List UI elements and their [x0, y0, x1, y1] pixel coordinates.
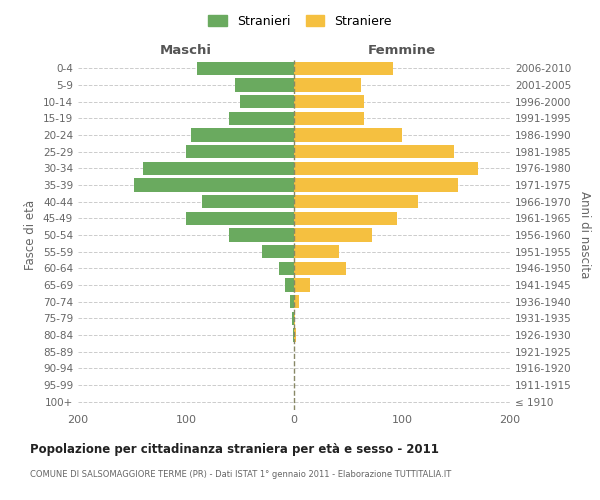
- Text: Popolazione per cittadinanza straniera per età e sesso - 2011: Popolazione per cittadinanza straniera p…: [30, 442, 439, 456]
- Y-axis label: Anni di nascita: Anni di nascita: [578, 192, 591, 278]
- Bar: [262, 245, 294, 258]
- Bar: [290, 295, 294, 308]
- Bar: [294, 312, 295, 325]
- Bar: [294, 145, 454, 158]
- Bar: [240, 95, 294, 108]
- Bar: [292, 312, 294, 325]
- Bar: [294, 262, 346, 275]
- Bar: [197, 62, 294, 75]
- Bar: [191, 128, 294, 141]
- Y-axis label: Fasce di età: Fasce di età: [25, 200, 37, 270]
- Text: COMUNE DI SALSOMAGGIORE TERME (PR) - Dati ISTAT 1° gennaio 2011 - Elaborazione T: COMUNE DI SALSOMAGGIORE TERME (PR) - Dat…: [30, 470, 451, 479]
- Bar: [186, 145, 294, 158]
- Bar: [294, 245, 340, 258]
- Bar: [143, 162, 294, 175]
- Bar: [186, 212, 294, 225]
- Bar: [229, 112, 294, 125]
- Bar: [229, 228, 294, 241]
- Bar: [293, 328, 294, 342]
- Bar: [235, 78, 294, 92]
- Bar: [286, 278, 294, 291]
- Bar: [294, 278, 310, 291]
- Text: Maschi: Maschi: [160, 44, 212, 57]
- Bar: [294, 95, 364, 108]
- Bar: [294, 295, 299, 308]
- Bar: [294, 162, 478, 175]
- Bar: [294, 112, 364, 125]
- Bar: [294, 128, 402, 141]
- Legend: Stranieri, Straniere: Stranieri, Straniere: [205, 11, 395, 32]
- Bar: [294, 328, 296, 342]
- Bar: [294, 212, 397, 225]
- Bar: [294, 178, 458, 192]
- Bar: [134, 178, 294, 192]
- Bar: [294, 78, 361, 92]
- Bar: [294, 62, 394, 75]
- Text: Femmine: Femmine: [368, 44, 436, 57]
- Bar: [294, 195, 418, 208]
- Bar: [202, 195, 294, 208]
- Bar: [294, 228, 372, 241]
- Bar: [279, 262, 294, 275]
